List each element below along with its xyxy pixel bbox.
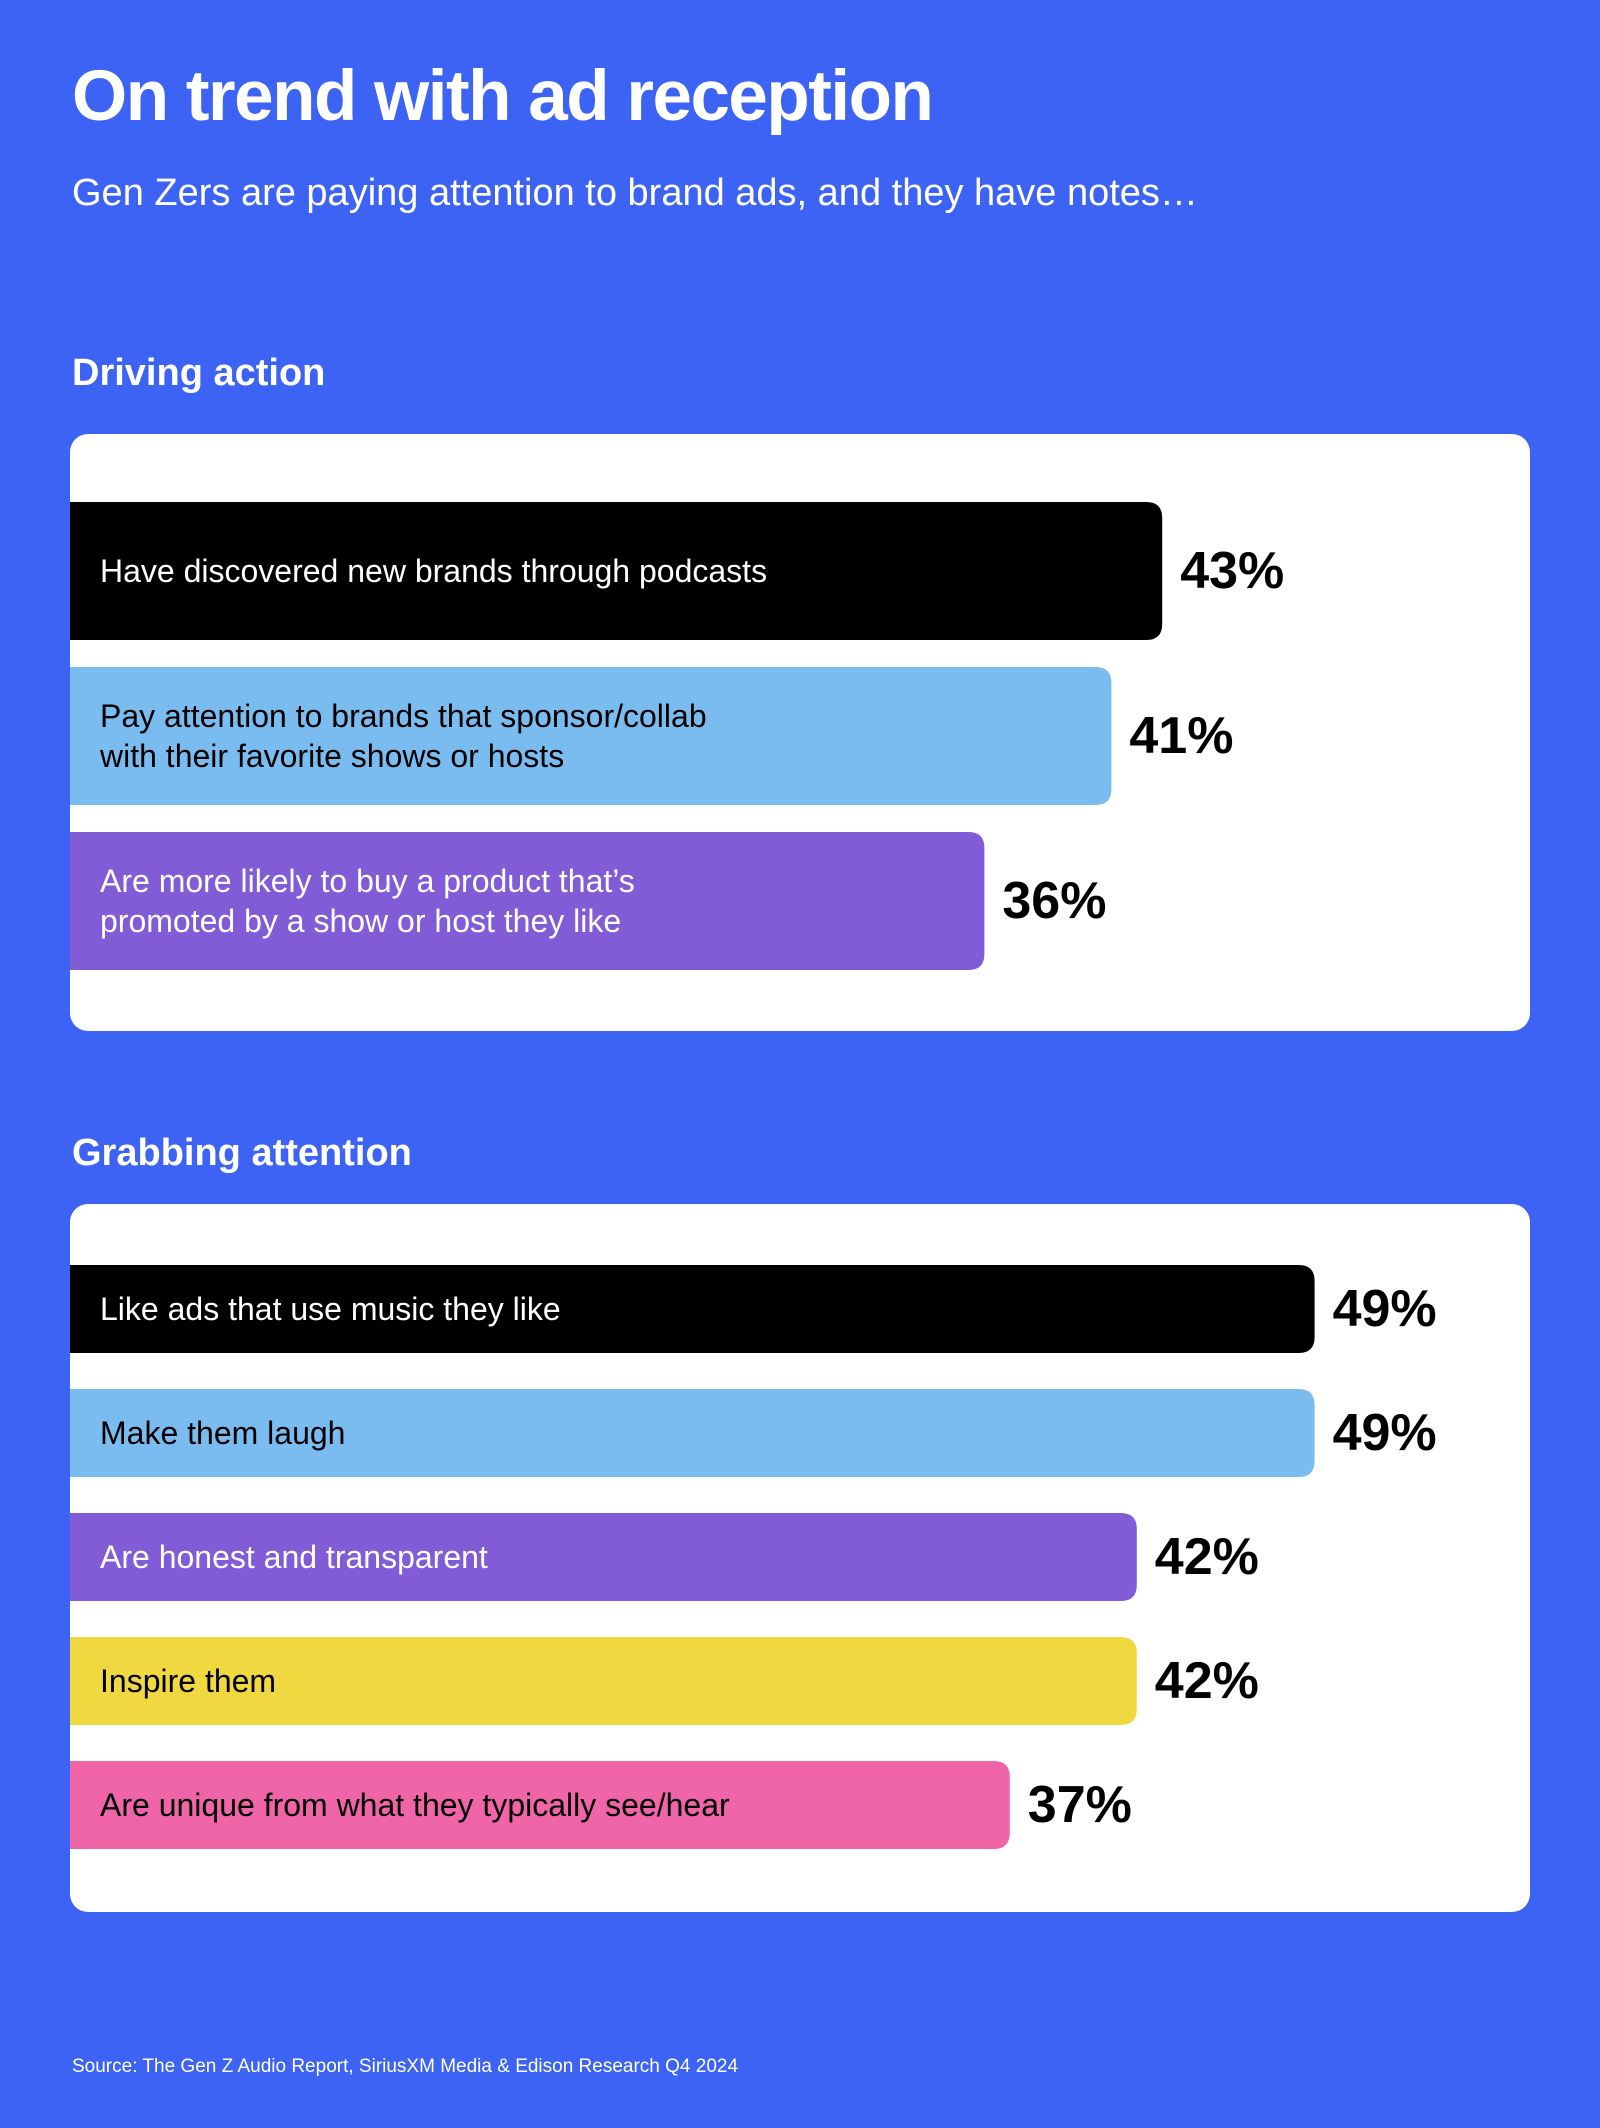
bar xyxy=(70,1265,1315,1353)
bar-value-label: 36% xyxy=(1002,872,1106,930)
section-heading-grabbing-attention: Grabbing attention xyxy=(72,1132,412,1174)
bar xyxy=(70,502,1163,640)
bar-value-label: 42% xyxy=(1155,1652,1259,1710)
bar-value-label: 41% xyxy=(1129,707,1233,765)
bar-value-label: 37% xyxy=(1028,1776,1132,1834)
source-note: Source: The Gen Z Audio Report, SiriusXM… xyxy=(72,2056,739,2077)
section-heading-driving-action: Driving action xyxy=(72,352,326,394)
chart-panel-driving-action: Have discovered new brands through podca… xyxy=(70,434,1530,1031)
bar-category-label: Like ads that use music they like xyxy=(100,1291,561,1327)
bar xyxy=(70,1389,1315,1477)
bar-value-label: 42% xyxy=(1155,1528,1259,1586)
bar xyxy=(70,832,985,970)
bar xyxy=(70,1637,1137,1725)
bar xyxy=(70,1513,1137,1601)
page-subtitle: Gen Zers are paying attention to brand a… xyxy=(72,172,1198,214)
bar-chart-driving-action: Have discovered new brands through podca… xyxy=(70,502,1284,970)
bar-value-label: 43% xyxy=(1180,542,1284,600)
bar xyxy=(70,1761,1010,1849)
bar-category-label: Make them laugh xyxy=(100,1415,345,1451)
bar-value-label: 49% xyxy=(1333,1280,1437,1338)
bar-category-label: Pay attention to brands that sponsor/col… xyxy=(99,698,707,774)
chart-panel-grabbing-attention: Like ads that use music they like 49% Make… xyxy=(70,1204,1530,1912)
bar-category-label: Have discovered new brands through podca… xyxy=(100,553,767,589)
bar-category-label: Are unique from what they typically see/… xyxy=(100,1787,730,1823)
bar xyxy=(70,667,1112,805)
page-title: On trend with ad reception xyxy=(72,57,934,136)
bar-category-label: Are more likely to buy a product that’s p… xyxy=(100,863,635,939)
bar-value-label: 49% xyxy=(1333,1404,1437,1462)
bar-category-label: Inspire them xyxy=(100,1663,276,1699)
bar-chart-grabbing-attention: Like ads that use music they like 49% Make… xyxy=(70,1265,1437,1849)
bar-category-label: Are honest and transparent xyxy=(100,1539,488,1575)
